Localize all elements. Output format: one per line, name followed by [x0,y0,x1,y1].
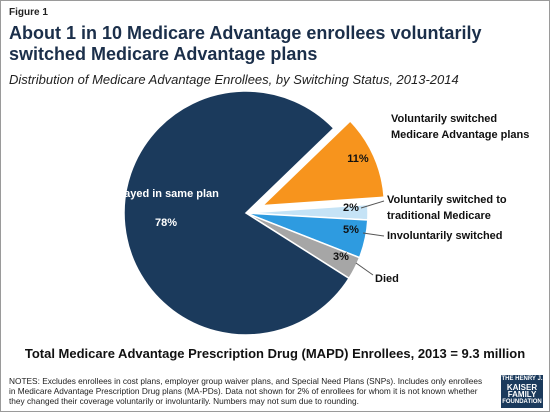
category-label: Stayed in same plan [113,188,219,200]
category-label: Voluntarily switched to traditional Medic… [387,194,507,222]
logo-line: FAMILY [507,390,537,399]
chart-subtitle: Distribution of Medicare Advantage Enrol… [9,72,459,87]
data-label: 3% [333,251,349,263]
data-label: 5% [343,224,359,236]
leader-line [355,262,374,276]
logo: THE HENRY J. KAISER FAMILY FOUNDATION [501,375,543,408]
leader-line [362,232,385,237]
data-label: 11% [347,153,369,165]
notes: NOTES: Excludes enrollees in cost plans,… [9,376,483,406]
logo-line: KAISER [506,382,538,392]
category-label: Voluntarily switched Medicare Advantage p… [391,113,529,141]
logo-line: FOUNDATION [502,398,542,405]
footer: Total Medicare Advantage Prescription Dr… [24,346,526,361]
data-label: 2% [343,202,359,214]
category-label: Died [375,273,399,285]
logo-line: THE HENRY J. [501,376,543,382]
figure-label: Figure 1 [9,7,48,18]
pie-slice [123,90,351,336]
category-label: Involuntarily switched [387,230,503,242]
pie-slice [260,119,385,207]
leader-line [360,200,385,209]
chart-title: About 1 in 10 Medicare Advantage enrolle… [9,23,482,64]
data-label: 78% [155,217,177,229]
